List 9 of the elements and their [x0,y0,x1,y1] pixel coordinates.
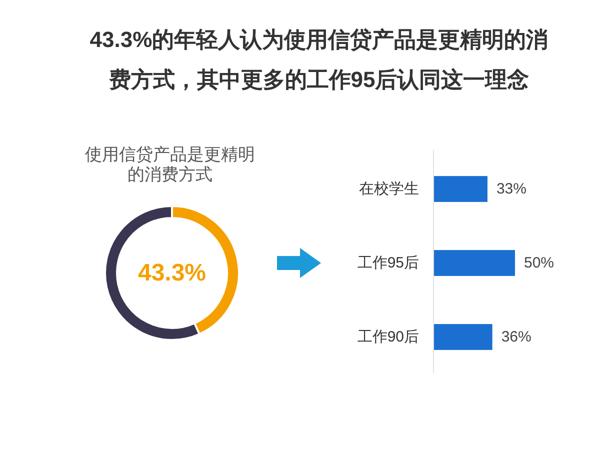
text: 43.3% [138,260,206,286]
chart-title: 使用信贷产品是更精明的消费方式 [84,145,256,185]
text: 43.3%的年轻人认为使用信贷产品是更精明的消费方式，其中更多的工作95后认同这一理念 [88,26,550,94]
y-tick-label: 工作90后 [357,328,419,346]
y-tick-label: 在校学生 [359,180,419,198]
y-tick-label: 工作95后 [357,254,419,272]
data-label: 50% [524,254,554,272]
data-label: 36% [501,328,532,346]
data-label: 33% [496,180,526,198]
